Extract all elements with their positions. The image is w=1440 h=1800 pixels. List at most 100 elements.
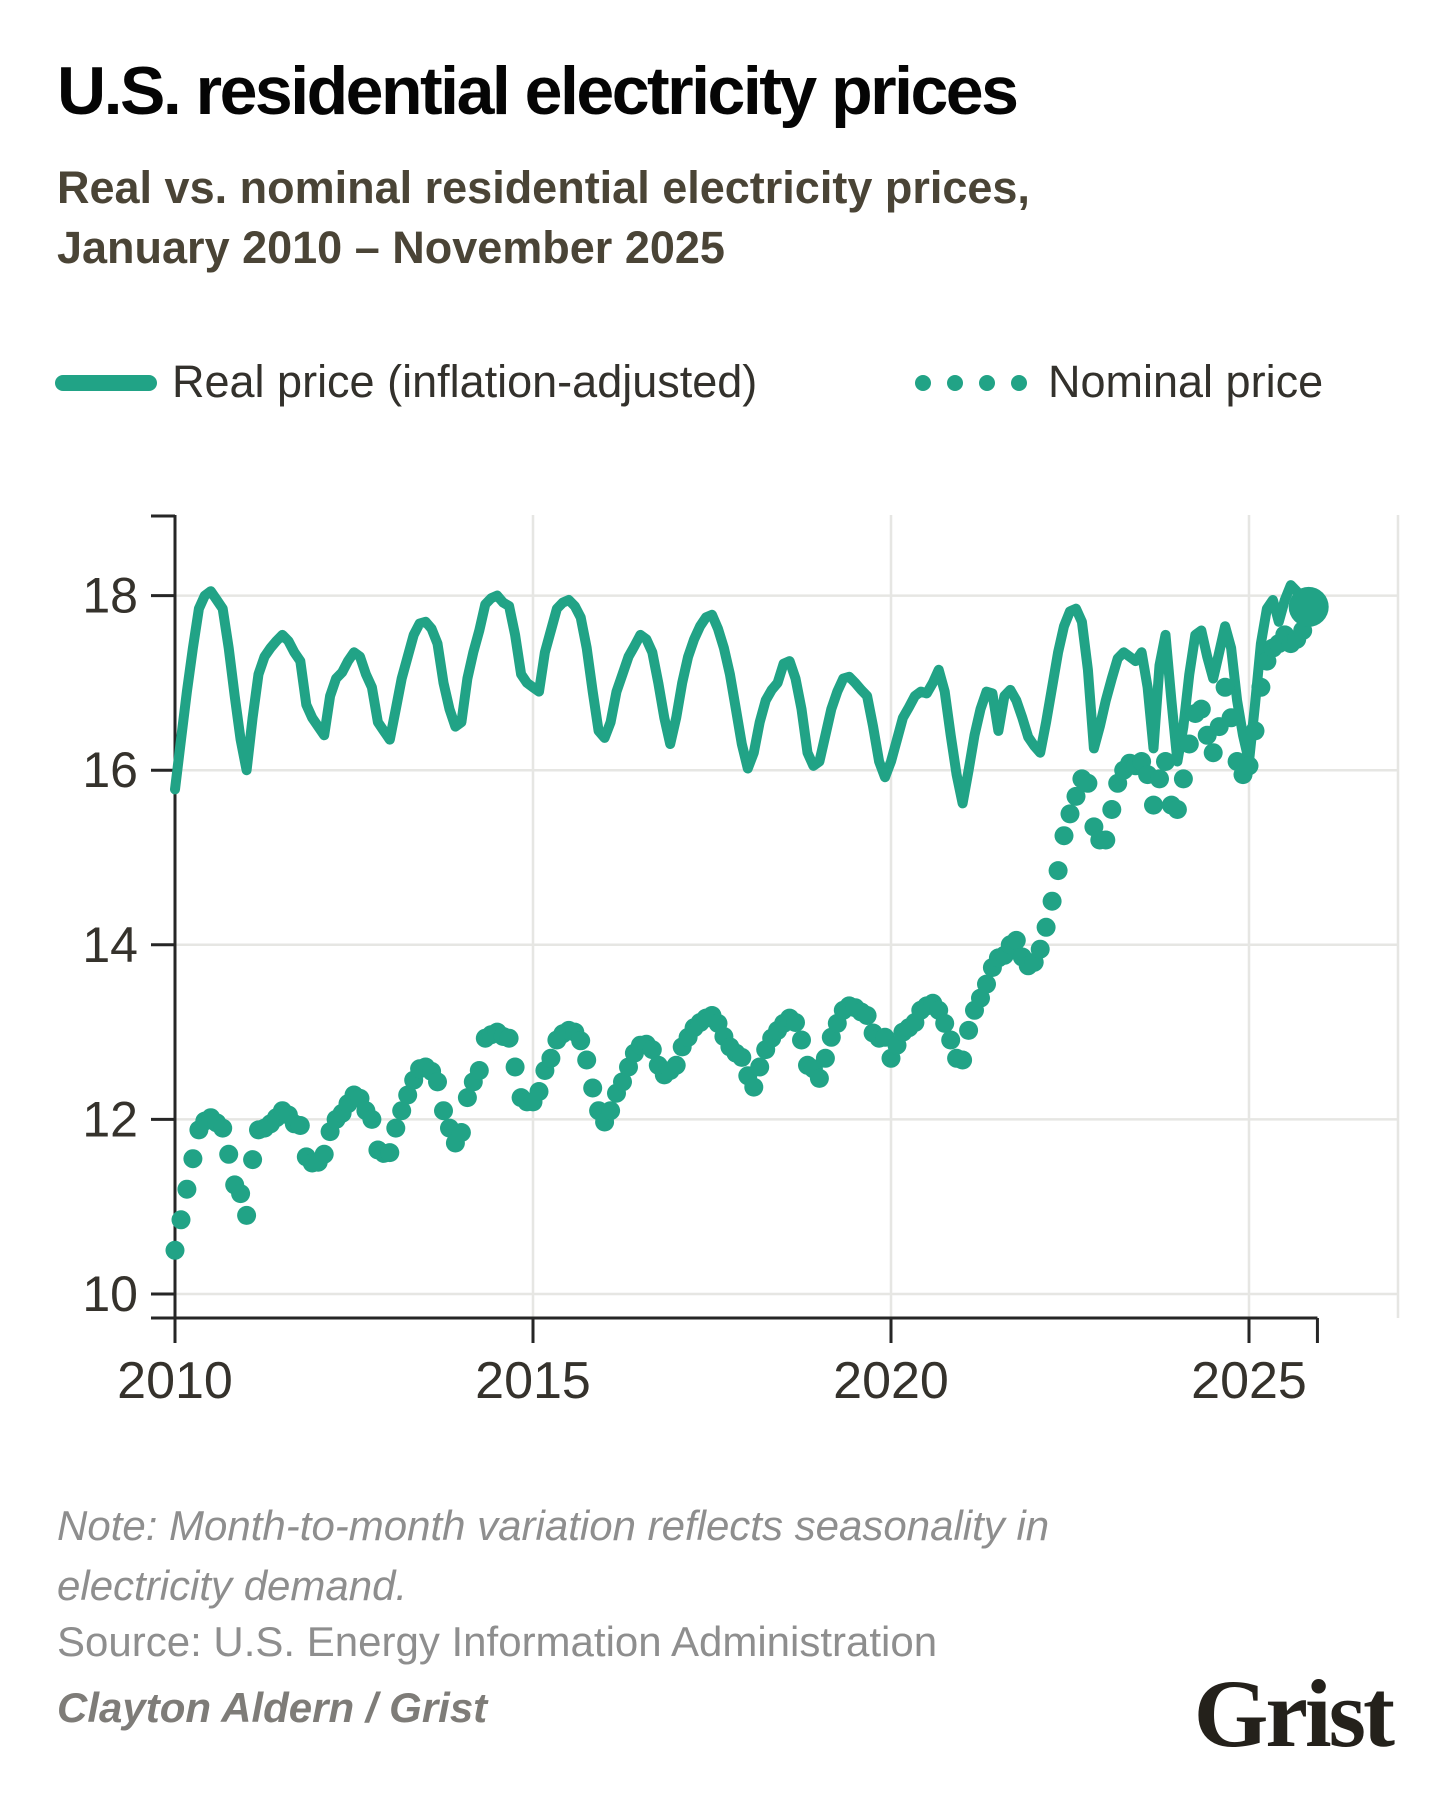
nominal-price-dot [499,1028,519,1048]
nominal-price-dot [541,1048,561,1068]
nominal-price-dot [1203,743,1223,763]
nominal-price-dots-swatch [915,375,1043,391]
nominal-price-dot [243,1150,263,1170]
chart-note: Note: Month-to-month variation reflects … [57,1496,1049,1616]
x-axis-label: 2025 [1191,1352,1307,1410]
nominal-price-dot [1215,677,1235,697]
nominal-price-dot [177,1179,197,1199]
nominal-price-dot [1144,795,1163,815]
nominal-price-dot [171,1210,191,1230]
latest-value-dot [1288,586,1329,627]
axes [151,514,1319,1343]
y-axis-label: 10 [82,1266,138,1322]
y-axis-label: 12 [82,1091,138,1147]
page-title: U.S. residential electricity prices [57,53,1019,129]
nominal-price-dot [786,1013,805,1032]
nominal-price-dot [1078,773,1098,793]
x-axis-label: 2010 [117,1352,233,1410]
nominal-price-dot [613,1072,632,1092]
nominal-price-dot [213,1118,233,1138]
nominal-price-dot [428,1072,447,1092]
axis-labels: 10 12 14 16 18 2010 2015 2020 2025 [82,568,1306,1410]
nominal-price-dot [977,974,996,994]
nominal-price-dot [953,1050,973,1070]
nominal-price-dot [451,1123,471,1142]
legend-dot-icon [979,375,995,391]
nominal-price-dot [392,1101,412,1121]
nominal-price-dot [314,1144,334,1164]
nominal-price-dot [666,1055,686,1075]
nominal-price-dot [857,1006,877,1025]
nominal-price-dot [935,1013,955,1033]
nominal-price-dot [1102,800,1122,819]
nominal-price-dot [577,1050,597,1070]
real-price-line-swatch [55,375,157,391]
nominal-price-dot [583,1078,603,1098]
nominal-price-dot [1156,752,1175,771]
chart-subtitle: Real vs. nominal residential electricity… [57,158,1030,278]
nominal-price-dot [941,1030,961,1050]
nominal-price-dot [1179,734,1199,754]
nominal-price-dot [1191,699,1211,719]
chart-source: Source: U.S. Energy Information Administ… [57,1618,938,1665]
nominal-price-dot [1054,826,1074,846]
nominal-price-dot [386,1118,406,1138]
y-axis-label: 16 [82,742,138,798]
nominal-price-dot [1221,708,1241,728]
nominal-price-dot [505,1057,525,1077]
nominal-price-dot [809,1068,829,1088]
nominal-price-dot [744,1077,764,1097]
nominal-price-dot [1150,769,1169,789]
nominal-price-dot [1173,769,1193,789]
nominal-price-dot [380,1143,400,1163]
x-axis-label: 2015 [475,1352,591,1410]
nominal-price-dot [237,1205,257,1225]
nominal-price-dot [1030,939,1050,959]
nominal-price-dot [290,1116,310,1135]
chart-credit: Clayton Aldern / Grist [57,1684,488,1731]
legend-label-real: Real price (inflation-adjusted) [172,356,758,407]
grist-logo: Grist [1193,1660,1395,1767]
nominal-price-dot [750,1057,770,1077]
nominal-price-dot [1060,804,1080,824]
nominal-price-dot [732,1047,752,1067]
nominal-price-dot [1042,891,1062,911]
nominal-price-dot [1245,721,1265,741]
legend-label-nominal: Nominal price [1048,356,1324,407]
nominal-price-dot [792,1030,811,1050]
nominal-price-dot [529,1082,549,1101]
note-line-2: electricity demand. [57,1562,408,1610]
nominal-price-dot [642,1040,662,1060]
x-axis-label: 2020 [833,1352,949,1410]
subtitle-line-2: January 2010 – November 2025 [57,221,725,273]
y-axis-label: 14 [82,917,138,973]
nominal-price-dot [1251,677,1271,697]
legend-dot-icon [915,375,931,391]
subtitle-line-1: Real vs. nominal residential electricity… [57,162,1030,213]
nominal-price-dot [165,1240,185,1260]
gridlines [175,515,1400,1318]
nominal-price-dot [815,1048,835,1068]
nominal-price-dot [231,1184,251,1204]
nominal-price-dot [1066,786,1086,806]
nominal-price-dot [1239,756,1259,776]
nominal-price-dot [1036,917,1056,937]
nominal-price-dot [183,1149,203,1169]
nominal-price-dot [1167,800,1187,819]
nominal-price-dots [165,597,1319,1260]
legend-dot-icon [1011,375,1027,391]
nominal-price-dot [434,1101,453,1121]
nominal-price-dot [1006,930,1026,950]
y-axis-label: 18 [82,568,138,624]
nominal-price-dot [959,1020,979,1040]
nominal-price-dot [457,1088,477,1108]
nominal-price-dot [1096,830,1116,850]
nominal-price-dot [571,1031,591,1051]
nominal-price-dot [398,1085,418,1105]
nominal-price-dot [469,1061,489,1080]
nominal-price-dot [1048,861,1068,881]
legend-dot-icon [947,375,963,391]
note-line-1: Note: Month-to-month variation reflects … [57,1502,1050,1549]
nominal-price-dot [601,1101,621,1121]
